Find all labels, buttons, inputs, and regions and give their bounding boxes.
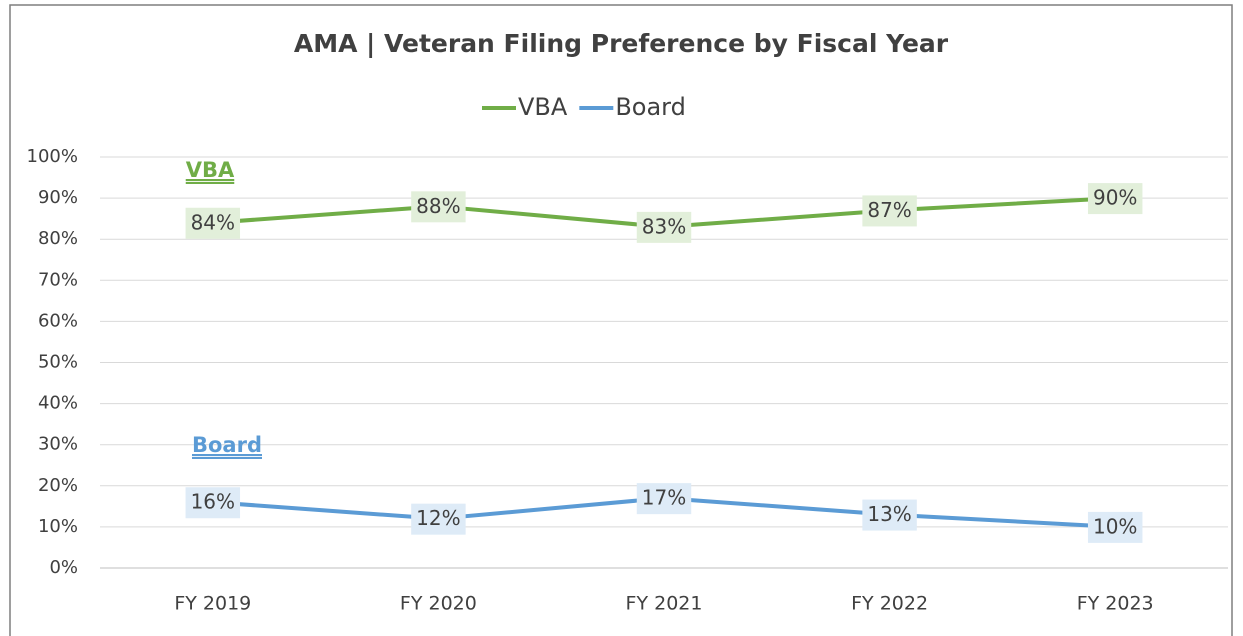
y-tick-label: 10% xyxy=(38,516,78,537)
y-tick-label: 30% xyxy=(38,434,78,455)
x-tick-label: FY 2020 xyxy=(400,593,477,615)
data-label: 17% xyxy=(642,486,686,510)
x-tick-label: FY 2021 xyxy=(626,593,703,615)
data-label-bg xyxy=(411,503,466,535)
data-label: 83% xyxy=(642,214,686,238)
y-tick-label: 70% xyxy=(38,269,78,290)
data-label: 87% xyxy=(867,198,911,222)
legend-label: Board xyxy=(615,93,686,121)
series-annotation: Board xyxy=(192,433,262,457)
data-label: 13% xyxy=(867,502,911,526)
y-tick-label: 20% xyxy=(38,475,78,496)
y-tick-label: 80% xyxy=(38,228,78,249)
y-tick-label: 40% xyxy=(38,393,78,414)
data-label-bg xyxy=(1087,183,1143,215)
x-tick-label: FY 2019 xyxy=(174,593,251,615)
chart-border xyxy=(9,4,1233,636)
y-tick-label: 50% xyxy=(38,352,78,373)
data-label: 88% xyxy=(416,194,460,218)
x-tick-label: FY 2023 xyxy=(1077,593,1154,615)
data-label-bg xyxy=(1087,511,1143,543)
legend-label: VBA xyxy=(518,93,568,121)
data-label-bg xyxy=(636,483,692,515)
y-tick-label: 0% xyxy=(49,557,78,578)
data-label: 12% xyxy=(416,506,460,530)
data-label-bg xyxy=(411,191,466,223)
y-tick-label: 90% xyxy=(38,187,78,208)
series-annotation: VBA xyxy=(186,158,235,182)
chart-title: AMA | Veteran Filing Preference by Fisca… xyxy=(294,29,949,58)
data-label-bg xyxy=(862,499,917,531)
data-label: 10% xyxy=(1093,514,1137,538)
data-label-bg xyxy=(862,195,917,227)
data-label: 84% xyxy=(191,210,235,234)
x-tick-label: FY 2022 xyxy=(851,593,928,615)
data-label-bg xyxy=(185,207,241,239)
y-tick-label: 100% xyxy=(27,146,78,167)
y-tick-label: 60% xyxy=(38,310,78,331)
data-label-bg xyxy=(185,487,241,519)
data-label-bg xyxy=(636,211,692,243)
data-label: 16% xyxy=(191,490,235,514)
data-label: 90% xyxy=(1093,186,1137,210)
